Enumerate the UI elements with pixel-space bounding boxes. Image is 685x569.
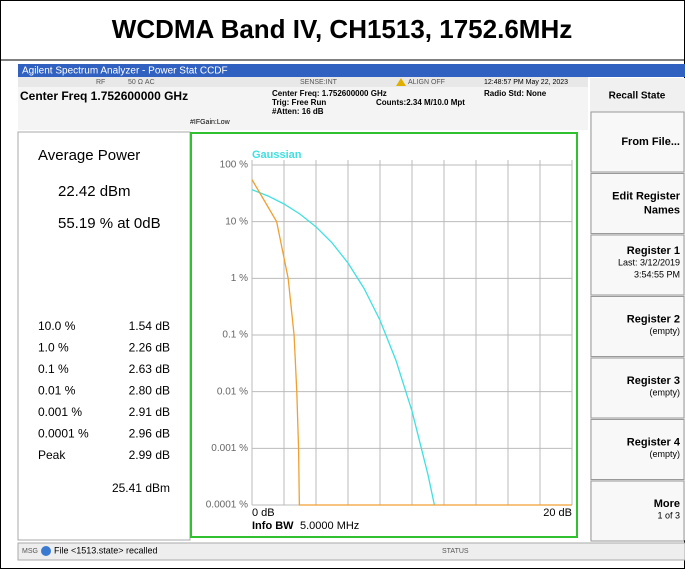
softkey-detail: (empty) [649,449,680,459]
center-freq: Center Freq 1.752600000 GHz [20,89,188,103]
softkey-label: More [654,498,680,510]
softkey[interactable] [590,111,685,173]
softkey[interactable] [590,419,685,480]
y-tick-label: 100 % [220,160,248,171]
softkey-title: Recall State [609,91,666,102]
level: 0.0001 % [38,427,89,441]
db-value: 2.63 dB [129,362,170,376]
sense: SENSE:INT [300,79,338,86]
level: 0.01 % [38,384,76,398]
app-title: Agilent Spectrum Analyzer - Power Stat C… [22,66,228,77]
softkey[interactable] [590,296,685,357]
softkey[interactable] [590,480,685,542]
softkey-detail: 1 of 3 [657,510,680,520]
level: 1.0 % [38,341,69,355]
y-tick-label: 1 % [231,273,248,284]
db-value: 2.96 dB [129,427,170,441]
counts: Counts:2.34 M/10.0 Mpt [376,98,465,107]
db-value: 2.91 dB [129,405,170,419]
peak-dbm: 25.41 dBm [112,481,170,495]
page-title: WCDMA Band IV, CH1513, 1752.6MHz [112,14,572,44]
app-bar [18,64,685,77]
y-tick-label: 0.0001 % [206,500,248,511]
average-power: 22.42 dBm [58,183,131,200]
db-value: 1.54 dB [129,319,170,333]
legend-label: Gaussian [252,149,302,161]
y-tick-label: 0.1 % [222,330,248,341]
warning-icon [396,78,406,86]
softkey-label: Register 4 [627,436,681,448]
softkey[interactable] [590,173,685,234]
level: 10.0 % [38,319,76,333]
results-heading: Average Power [38,147,140,164]
center-freq-detail: Center Freq: 1.752600000 GHz [272,89,387,98]
info-icon [41,546,51,556]
level: Peak [38,448,66,462]
at-0db: 55.19 % at 0dB [58,215,161,232]
message: File <1513.state> recalled [54,545,158,555]
softkey-detail: (empty) [649,326,680,336]
softkey[interactable] [590,234,685,296]
msg: MSG [22,548,38,555]
info-bw-label: Info BW [252,520,294,532]
settings-panel [18,87,588,130]
trig: Trig: Free Run [272,98,326,107]
if-gain: #IFGain:Low [190,119,231,126]
softkey-detail: 3:54:55 PM [634,269,680,279]
radio-std: Radio Std: None [484,89,547,98]
impedance: 50 Ω AC [128,79,155,86]
ccdf-curve [251,189,436,506]
level: 0.001 % [38,405,82,419]
rf: RF [96,79,105,86]
datetime: 12:48:57 PM May 22, 2023 [484,79,568,86]
softkey[interactable] [590,357,685,419]
x-tick-label: 0 dB [252,507,275,519]
db-value: 2.80 dB [129,384,170,398]
y-tick-label: 0.001 % [211,443,248,454]
softkey-label: From File... [621,136,680,148]
softkey-label: Names [644,204,680,216]
results-panel [17,131,191,541]
status-bar [18,77,588,87]
y-tick-label: 0.01 % [217,386,248,397]
softkey-label: Edit Register [612,190,681,202]
ccdf-curve [251,179,572,506]
atten: #Atten: 16 dB [272,107,324,116]
level: 0.1 % [38,362,69,376]
align: ALIGN OFF [408,79,445,86]
softkey-label: Register 1 [627,245,680,257]
softkey-detail: Last: 3/12/2019 [618,257,680,267]
softkey-detail: (empty) [649,387,680,397]
message-bar [17,542,685,561]
info-bw: 5.0000 MHz [300,520,359,532]
softkey-label: Register 2 [627,313,680,325]
db-value: 2.99 dB [129,448,170,462]
softkey-label: Register 3 [627,375,680,387]
status: STATUS [442,548,469,555]
x-tick-label: 20 dB [543,507,572,519]
y-tick-label: 10 % [225,216,248,227]
db-value: 2.26 dB [129,341,170,355]
